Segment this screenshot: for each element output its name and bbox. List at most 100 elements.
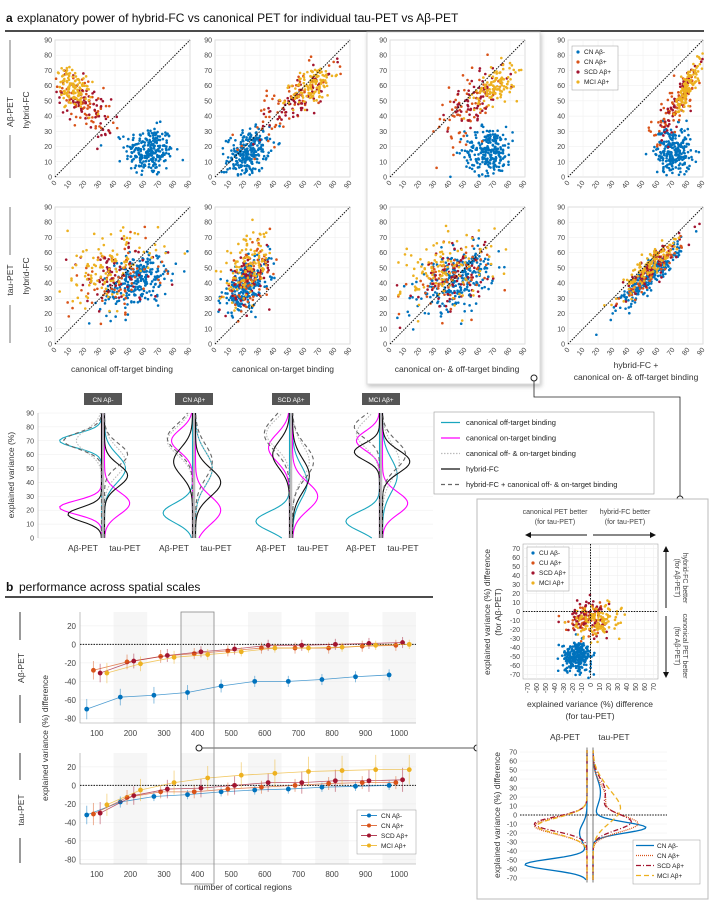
legend-label: CN Aβ- <box>584 49 605 56</box>
data-point <box>501 133 505 137</box>
data-point <box>90 266 94 270</box>
data-point <box>654 152 657 156</box>
data-point <box>164 151 168 155</box>
data-point <box>99 97 103 101</box>
data-point <box>484 270 488 274</box>
data-point <box>432 244 435 247</box>
data-point <box>65 109 69 112</box>
data-point <box>393 642 399 648</box>
data-point <box>234 297 238 301</box>
data-point <box>249 310 253 314</box>
data-point <box>491 143 495 147</box>
data-point <box>692 62 695 66</box>
data-point <box>663 267 667 271</box>
data-point <box>474 157 478 161</box>
data-point <box>507 163 510 166</box>
panel-a-letter: a <box>6 11 13 25</box>
y-tick-label: 30 <box>512 582 520 589</box>
x-tick-label: 70 <box>651 683 658 691</box>
data-point <box>398 326 402 330</box>
data-point <box>249 146 252 149</box>
data-point <box>485 129 489 133</box>
data-point <box>143 163 146 166</box>
data-point <box>62 96 65 100</box>
data-point <box>133 275 137 279</box>
data-point <box>480 109 484 113</box>
data-point <box>130 300 133 304</box>
y-tick-label: 70 <box>512 546 520 553</box>
density-curve-both <box>166 412 194 538</box>
data-point <box>104 298 107 302</box>
data-point <box>282 125 285 128</box>
data-point <box>475 283 478 287</box>
data-point <box>233 276 237 280</box>
data-point <box>230 156 233 160</box>
data-point <box>132 157 135 161</box>
data-point <box>118 137 122 141</box>
y-tick-label: 60 <box>512 555 520 562</box>
data-point <box>127 137 130 141</box>
x-tick-label: 10 <box>576 347 586 358</box>
data-point <box>353 674 358 680</box>
data-point <box>496 134 500 137</box>
data-point <box>406 310 410 314</box>
data-point <box>142 166 145 169</box>
data-point <box>460 149 464 152</box>
y-tick-label: 80 <box>44 220 52 227</box>
data-point <box>144 278 148 281</box>
data-point <box>306 85 310 89</box>
data-point <box>276 117 280 121</box>
data-point <box>636 263 639 266</box>
data-point <box>240 248 244 252</box>
data-point <box>86 104 90 107</box>
data-point <box>633 301 637 304</box>
data-point <box>468 96 471 99</box>
data-point <box>482 90 486 93</box>
data-point <box>85 122 88 126</box>
data-point <box>105 314 108 318</box>
x-tick-label: 0 <box>211 180 219 188</box>
data-point <box>469 158 473 161</box>
data-point <box>434 253 438 257</box>
data-point <box>453 291 456 295</box>
data-point <box>490 281 493 285</box>
data-point <box>130 282 134 285</box>
x-tick-label: -20 <box>570 683 577 693</box>
y-tick-label: 20 <box>512 591 520 598</box>
x-tick-label: 80 <box>328 347 338 358</box>
data-point <box>464 251 468 255</box>
data-point <box>117 296 121 299</box>
data-point <box>264 256 268 260</box>
data-point <box>141 132 145 135</box>
data-point <box>92 232 96 236</box>
data-point <box>161 144 165 147</box>
data-point <box>132 133 135 137</box>
data-point <box>74 263 78 267</box>
data-point <box>164 131 167 134</box>
x-tick-label: 30 <box>93 347 103 358</box>
data-point <box>90 270 94 273</box>
y-tick-label: 70 <box>379 235 387 242</box>
data-point <box>122 146 125 149</box>
y-tick-label: 20 <box>204 311 212 318</box>
data-point <box>465 288 469 291</box>
data-point <box>468 82 472 85</box>
data-point <box>272 141 276 144</box>
data-point <box>627 287 631 291</box>
data-point <box>476 102 480 106</box>
data-point <box>248 237 252 241</box>
data-point <box>92 90 96 94</box>
data-point <box>267 151 270 154</box>
y-tick-label: 60 <box>204 250 212 257</box>
data-point <box>218 683 224 689</box>
data-point <box>148 258 152 261</box>
data-point <box>465 233 468 237</box>
data-point <box>241 138 244 142</box>
data-point <box>91 95 94 99</box>
data-point <box>446 310 450 314</box>
data-point <box>467 281 471 284</box>
data-point <box>660 102 663 106</box>
data-point <box>242 257 245 260</box>
x-tick-label: 500 <box>225 729 239 738</box>
data-point <box>134 155 137 159</box>
